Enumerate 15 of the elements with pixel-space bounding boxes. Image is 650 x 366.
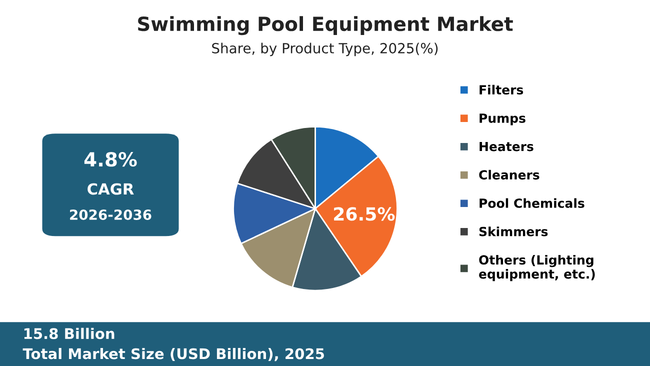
chart-subtitle: Share, by Product Type, 2025(%)	[212, 42, 438, 56]
legend-label: Cleaners	[479, 170, 540, 180]
text: 2026-2036	[70, 209, 152, 220]
text: 15.8 Billion	[24, 328, 114, 340]
text: Total Market Size (USD Billion), 2025	[22, 348, 324, 362]
chart-title: Swimming Pool Equipment Market	[138, 16, 513, 36]
legend-label: Others (Lighting equipment, etc.)	[479, 254, 595, 282]
legend-label: Filters	[480, 84, 524, 95]
legend-label: Pool Chemicals	[480, 198, 584, 208]
text: 4.8%	[84, 152, 137, 167]
text: CAGR	[88, 183, 134, 195]
legend-label: Skimmers	[479, 226, 548, 236]
data-label: 26.5%	[334, 207, 395, 221]
legend-label: Pumps	[480, 114, 526, 126]
legend-label: Heaters	[480, 142, 534, 152]
